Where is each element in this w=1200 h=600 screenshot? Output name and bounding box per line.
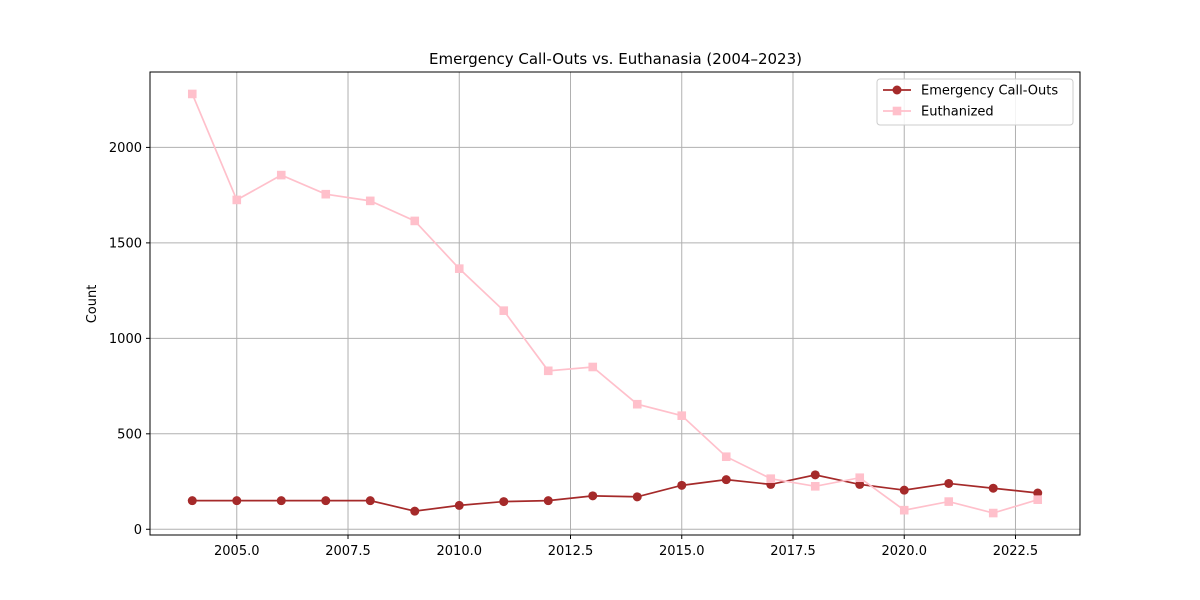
data-point <box>677 411 687 420</box>
data-point <box>988 483 998 493</box>
x-tick-label: 2007.5 <box>325 544 371 559</box>
x-tick-label: 2015.0 <box>659 544 705 559</box>
data-point <box>365 496 375 506</box>
y-tick-label: 500 <box>117 427 142 442</box>
data-point <box>410 216 420 226</box>
legend: Emergency Call-Outs Euthanized <box>876 78 1074 126</box>
data-point <box>543 366 553 376</box>
data-point <box>988 508 998 518</box>
data-point <box>721 475 731 485</box>
legend-label: Emergency Call-Outs <box>921 84 1058 99</box>
chart-title: Emergency Call-Outs vs. Euthanasia (2004… <box>429 50 802 68</box>
data-point <box>721 452 731 462</box>
series-euthanized <box>187 89 1043 518</box>
data-point <box>944 497 954 506</box>
data-point <box>855 473 865 483</box>
data-point <box>1033 495 1043 504</box>
data-point <box>321 496 331 506</box>
data-point <box>677 480 687 490</box>
ticks: 2005.0 2007.5 2010.0 2012.5 2015.0 2017.5 2020… <box>109 141 1038 559</box>
data-point <box>232 195 242 205</box>
data-point <box>588 491 598 501</box>
data-point <box>365 196 375 206</box>
data-point <box>1033 488 1043 498</box>
data-point <box>276 496 286 506</box>
data-point <box>632 399 642 409</box>
data-point <box>543 496 553 506</box>
data-point <box>588 362 598 372</box>
series-layer <box>187 89 1043 518</box>
y-tick-label: 1000 <box>109 332 142 347</box>
legend-box <box>876 78 1074 126</box>
x-tick-label: 2020.0 <box>881 544 927 559</box>
x-tick-label: 2022.5 <box>993 544 1039 559</box>
legend-label: Euthanized <box>921 105 994 120</box>
data-point <box>899 505 909 515</box>
series-emergency-call-outs <box>187 470 1043 516</box>
y-axis-label: Count <box>85 285 100 324</box>
x-tick-label: 2017.5 <box>770 544 816 559</box>
data-point <box>810 482 820 491</box>
data-point <box>899 485 909 495</box>
data-point <box>454 500 464 510</box>
data-point <box>321 189 331 199</box>
data-point <box>187 89 197 99</box>
y-tick-label: 0 <box>134 523 142 538</box>
data-point <box>454 264 464 273</box>
series-line <box>191 93 1038 514</box>
data-point <box>632 492 642 502</box>
y-tick-label: 1500 <box>109 236 142 251</box>
data-point <box>276 170 286 180</box>
data-point <box>232 496 242 506</box>
grid <box>150 72 1080 535</box>
data-point <box>499 497 509 507</box>
series-line <box>192 473 1038 512</box>
legend-marker <box>892 106 902 116</box>
data-point <box>944 478 954 488</box>
legend-marker <box>892 85 902 95</box>
data-point <box>810 470 820 480</box>
x-tick-label: 2012.5 <box>548 544 594 559</box>
data-point <box>499 306 509 315</box>
x-tick-label: 2010.0 <box>437 544 483 559</box>
y-tick-label: 2000 <box>109 141 142 156</box>
plot-frame <box>149 71 1081 536</box>
x-tick-label: 2005.0 <box>214 544 260 559</box>
data-point <box>187 496 197 506</box>
data-point <box>410 506 420 516</box>
data-point <box>766 474 776 483</box>
data-point <box>855 479 865 489</box>
